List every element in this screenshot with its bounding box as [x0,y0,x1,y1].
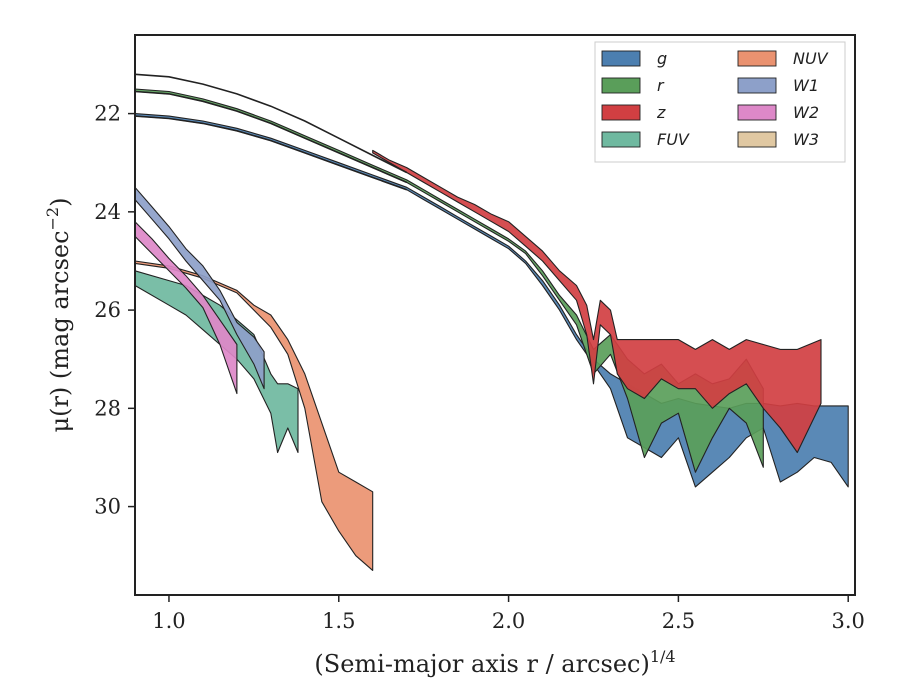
x-tick-label: 3.0 [832,609,865,633]
y-tick-label: 26 [94,298,121,322]
band-layer [134,88,849,571]
x-tick-label: 1.5 [322,609,355,633]
legend-label-g: g [657,49,667,68]
legend-swatch-z [601,104,641,121]
x-axis-title: (Semi-major axis r / arcsec)1/4 [314,647,675,678]
reference-profile-line-1 [134,73,408,174]
legend-label-w3: W3 [793,130,819,149]
legend-swatch-fuv [601,131,641,148]
y-tick-label: 28 [94,396,121,420]
band-g [134,113,849,488]
x-tick-label: 1.0 [152,609,185,633]
legend-label-w2: W2 [793,103,819,122]
band-nuv [134,260,374,571]
legend-label-z: z [656,103,666,122]
legend-label-nuv: NUV [793,49,829,68]
legend: grz FUV NUV W1 W2 W3 [594,41,846,163]
legend-swatch-w2 [737,104,777,121]
x-tick-label: 2.5 [662,609,695,633]
legend-swatch-w3 [737,131,777,148]
legend-swatch-r [601,77,641,94]
y-tick-label: 24 [94,200,121,224]
plot-frame [134,34,856,596]
band-w2 [134,221,238,395]
legend-label-r: r [657,76,665,95]
band-z [372,149,822,454]
y-tick-label: 22 [94,102,121,126]
band-r [134,88,764,473]
band-fuv [134,270,299,454]
legend-swatch-nuv [737,50,777,67]
reference-line-layer [134,73,408,191]
x-tick-label: 2.0 [492,609,525,633]
legend-label-fuv: FUV [657,130,690,149]
y-axis-title: μ(r) (mag arcsec−2) [43,198,74,433]
y-axis: 22 24 26 28 30 [94,102,135,519]
x-axis: 1.0 1.5 2.0 2.5 3.0 [152,595,865,633]
reference-profile-line-3 [134,115,407,191]
band-w1 [134,186,265,390]
legend-swatch-w1 [737,77,777,94]
reference-profile-line-2 [134,90,408,184]
legend-label-w1: W1 [793,76,819,95]
y-tick-label: 30 [94,495,121,519]
legend-swatch-g [601,50,641,67]
